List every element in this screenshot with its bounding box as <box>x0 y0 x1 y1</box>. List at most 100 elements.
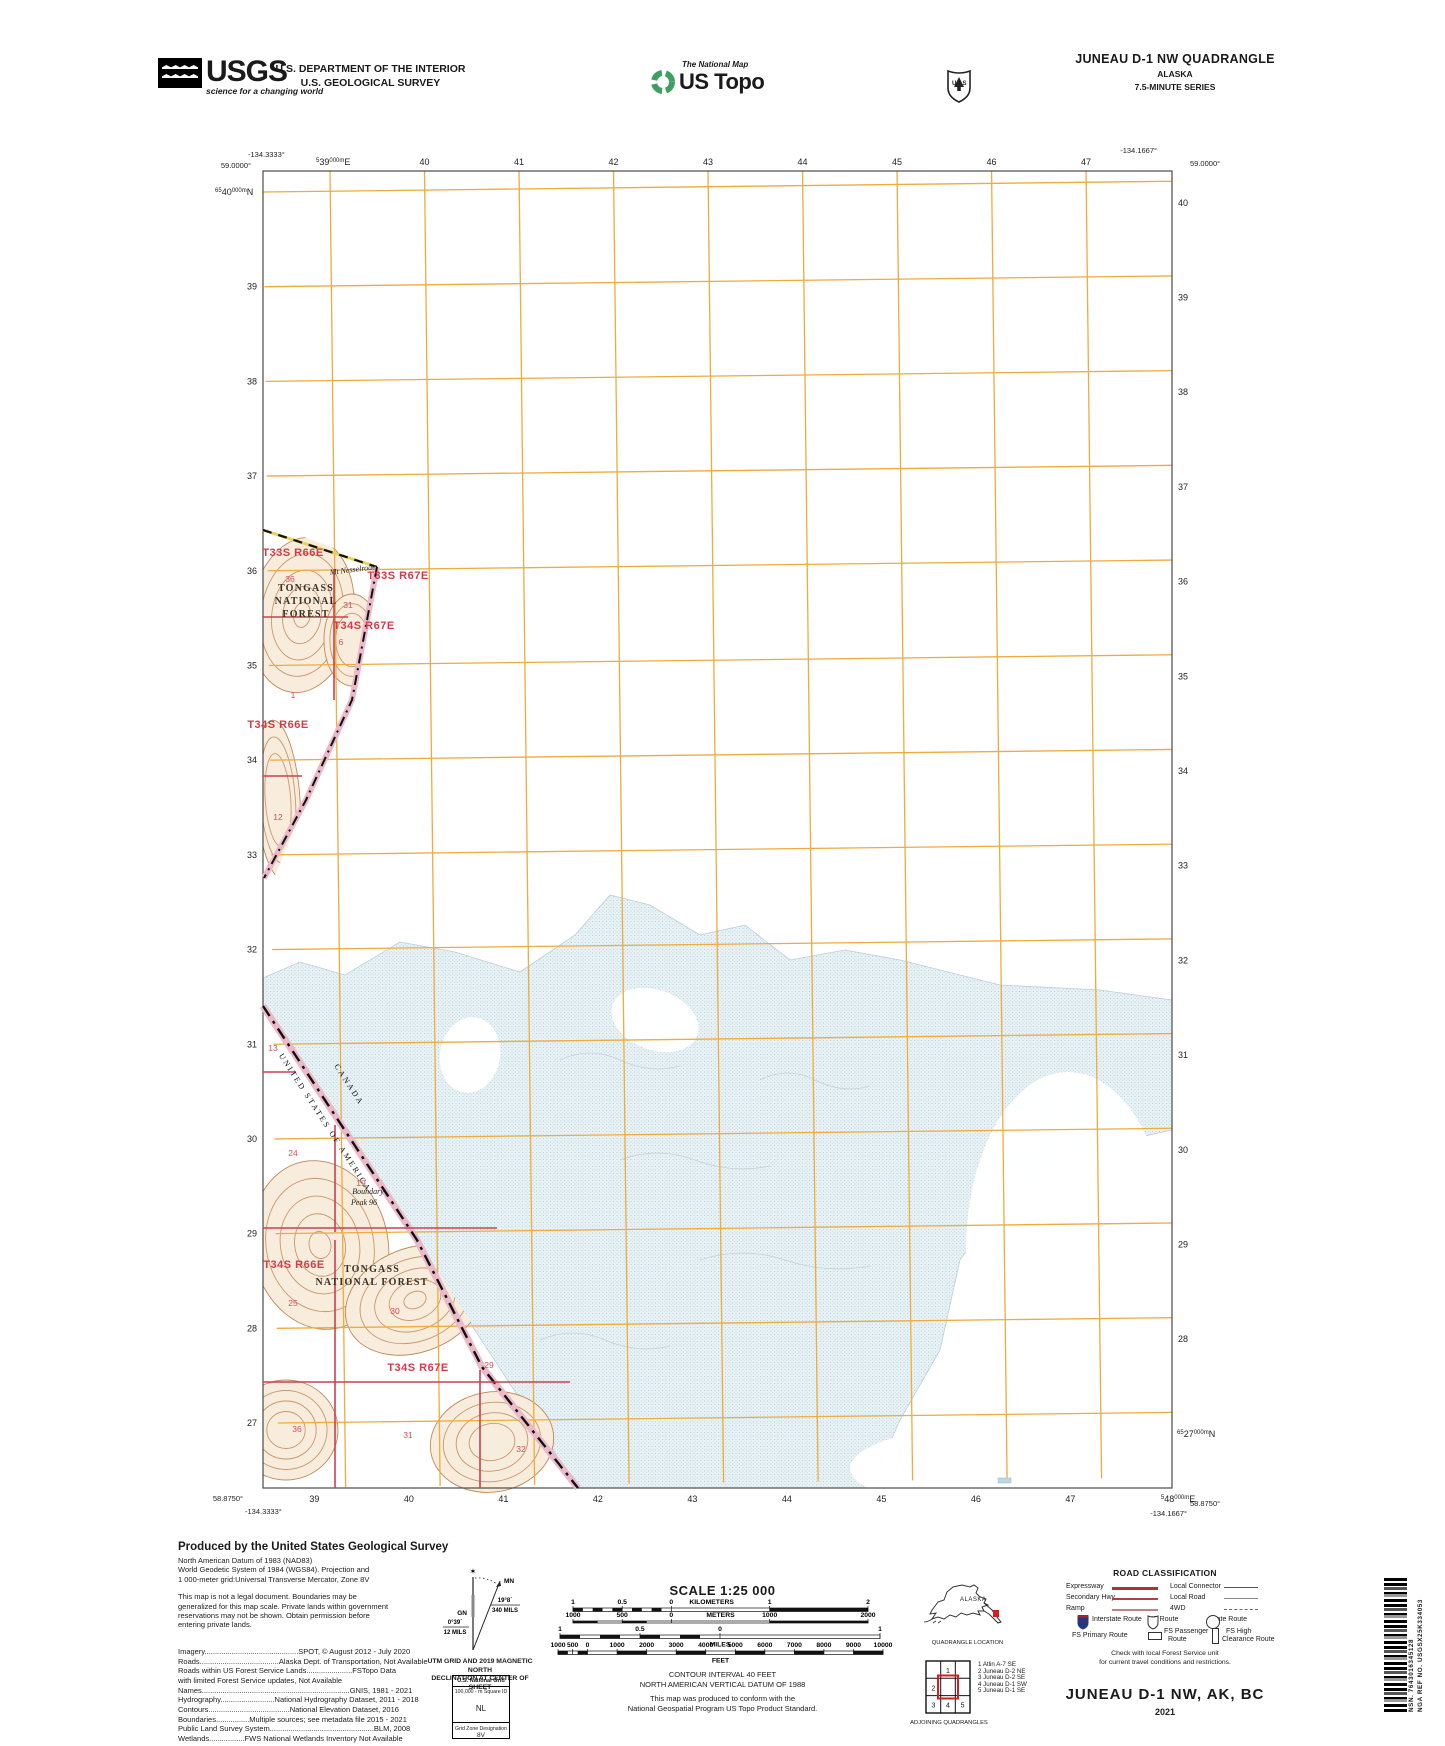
svg-text:539000mE: 539000mE <box>316 157 350 167</box>
road-right-label: 4WD <box>1170 1605 1186 1612</box>
svg-text:19°8´: 19°8´ <box>498 1598 512 1604</box>
township-label: T34S R66E <box>247 719 308 731</box>
road-left-line <box>1112 1587 1158 1590</box>
route-shield-label: US Route <box>1148 1616 1179 1623</box>
road-left-line <box>1112 1598 1158 1600</box>
national-forest-label: NATIONAL FOREST <box>315 1277 428 1288</box>
forest-service-note: Check with local Forest Service unit for … <box>1055 1650 1275 1667</box>
svg-text:340 MILS: 340 MILS <box>492 1608 518 1614</box>
svg-text:4000: 4000 <box>698 1642 713 1649</box>
svg-text:45: 45 <box>892 157 902 167</box>
svg-text:44: 44 <box>782 1494 792 1504</box>
svg-text:47: 47 <box>1065 1494 1075 1504</box>
grid-labels: 539000mE 39 40 40 41 41 42 42 43 43 44 44 45 45 46 46 47… <box>215 157 1215 1504</box>
svg-text:1: 1 <box>878 1626 882 1633</box>
svg-text:U: U <box>952 81 956 87</box>
svg-text:500: 500 <box>567 1642 579 1649</box>
list-item: National Geospatial Program US Topo Prod… <box>627 1703 818 1713</box>
svg-text:2000: 2000 <box>860 1612 875 1619</box>
list-item: NORTH AMERICAN VERTICAL DATUM OF 1988 <box>639 1679 806 1689</box>
list-item: This map is not a legal document. Bounda… <box>178 1592 357 1602</box>
quadrangle-title: JUNEAU D-1 NW QUADRANGLE <box>1075 52 1275 66</box>
production-credits: Produced by the United States Geological… <box>178 1541 478 1744</box>
fs-high-clearance-symbol <box>1212 1628 1219 1644</box>
svg-text:31: 31 <box>1178 1050 1188 1060</box>
svg-text:39: 39 <box>247 282 257 292</box>
svg-text:39: 39 <box>1178 293 1188 303</box>
section-number: 31 <box>403 1430 413 1440</box>
route-shield-label: Interstate Route <box>1092 1616 1142 1623</box>
svg-text:10000: 10000 <box>874 1642 893 1649</box>
road-left-label: Expressway <box>1066 1583 1104 1590</box>
svg-text:46: 46 <box>986 157 996 167</box>
section-number: 19 <box>356 1178 366 1188</box>
topographic-map: 539000mE 39 40 40 41 41 42 42 43 43 44 44 45 45 46 46 47… <box>212 146 1221 1518</box>
svg-text:32: 32 <box>1178 955 1188 965</box>
fs-route-label: FS High <box>1226 1628 1252 1635</box>
section-number: 36 <box>292 1424 302 1434</box>
section-number: 31 <box>343 600 353 610</box>
road-left-label: Secondary Hwy <box>1066 1594 1116 1601</box>
section-number: 12 <box>273 812 283 822</box>
svg-text:33: 33 <box>247 850 257 860</box>
svg-text:3000: 3000 <box>669 1642 684 1649</box>
list-item: UTM GRID AND 2019 MAGNETIC NORTH <box>427 1658 533 1674</box>
list-item: This map was produced to conform with th… <box>649 1694 796 1703</box>
list-item: Contours................................… <box>178 1705 399 1715</box>
svg-text:40: 40 <box>1178 198 1188 208</box>
svg-text:33: 33 <box>1178 861 1188 871</box>
national-map-label: The National Map <box>682 60 749 69</box>
section-number: 36 <box>285 574 295 584</box>
list-item: Imagery.................................… <box>178 1646 411 1656</box>
svg-text:2: 2 <box>866 1599 870 1606</box>
section-number: 13 <box>268 1043 278 1053</box>
svg-text:41: 41 <box>514 157 524 167</box>
svg-text:4: 4 <box>946 1703 950 1710</box>
sheet-year: 2021 <box>1154 1707 1176 1717</box>
svg-text:7000: 7000 <box>787 1642 802 1649</box>
svg-text:0.5: 0.5 <box>635 1626 645 1633</box>
place-label: Boundary <box>352 1187 384 1196</box>
svg-text:12 MILS: 12 MILS <box>444 1630 467 1636</box>
svg-text:46: 46 <box>971 1494 981 1504</box>
svg-text:3: 3 <box>931 1703 935 1710</box>
svg-text:1000: 1000 <box>610 1642 625 1649</box>
usng-title: U.S. National Grid <box>453 1676 509 1687</box>
list-item: reservations may not be shown. Obtain pe… <box>178 1611 370 1621</box>
svg-text:34: 34 <box>1178 766 1188 776</box>
svg-text:36: 36 <box>247 566 257 576</box>
map-neatline <box>262 170 1173 1489</box>
svg-text:6000: 6000 <box>757 1642 772 1649</box>
section-number: 24 <box>288 1148 298 1158</box>
svg-text:38: 38 <box>1178 387 1188 397</box>
svg-text:500: 500 <box>617 1612 629 1619</box>
svg-text:38: 38 <box>247 376 257 386</box>
svg-text:42: 42 <box>593 1494 603 1504</box>
svg-text:FEET: FEET <box>712 1658 730 1665</box>
quadrangle-title-block: JUNEAU D-1 NW QUADRANGLE ALASKA 7.5-MINU… <box>1075 52 1275 92</box>
list-item: Hydrography..........................Nat… <box>178 1695 419 1705</box>
produced-title: Produced by the United States Geological… <box>178 1541 449 1553</box>
svg-text:5: 5 <box>961 1703 965 1710</box>
list-item: 5 Juneau D-1 SE <box>978 1687 1026 1695</box>
usgs-tagline: science for a changing world <box>206 86 324 96</box>
svg-text:59.0000°: 59.0000° <box>1190 159 1220 168</box>
svg-text:30: 30 <box>247 1134 257 1144</box>
route-shield-icons <box>1077 1615 1220 1630</box>
svg-text:36: 36 <box>1178 577 1188 587</box>
svg-text:0: 0 <box>669 1612 673 1619</box>
township-label: T33S R66E <box>262 547 323 559</box>
snow-patch <box>611 987 699 1053</box>
road-classification-title: ROAD CLASSIFICATION <box>1113 1568 1217 1578</box>
svg-text:35: 35 <box>1178 671 1188 681</box>
conformance-note: This map was produced to conform with th… <box>550 1694 895 1713</box>
contour-interval-note: CONTOUR INTERVAL 40 FEET NORTH AMERICAN V… <box>550 1670 895 1689</box>
svg-text:9000: 9000 <box>846 1642 861 1649</box>
national-forest-label: TONGASS <box>344 1264 400 1275</box>
svg-text:1000: 1000 <box>550 1642 565 1649</box>
corner-coordinates: -134.3333° 59.0000° -134.1667° 59.0000° 58.8… <box>213 146 1220 1518</box>
fs-route-label: FS Primary Route <box>1072 1632 1128 1639</box>
adjoining-quadrangles-diagram: 1 2 3 4 5 <box>925 1660 971 1714</box>
snow-patch <box>439 1017 501 1093</box>
